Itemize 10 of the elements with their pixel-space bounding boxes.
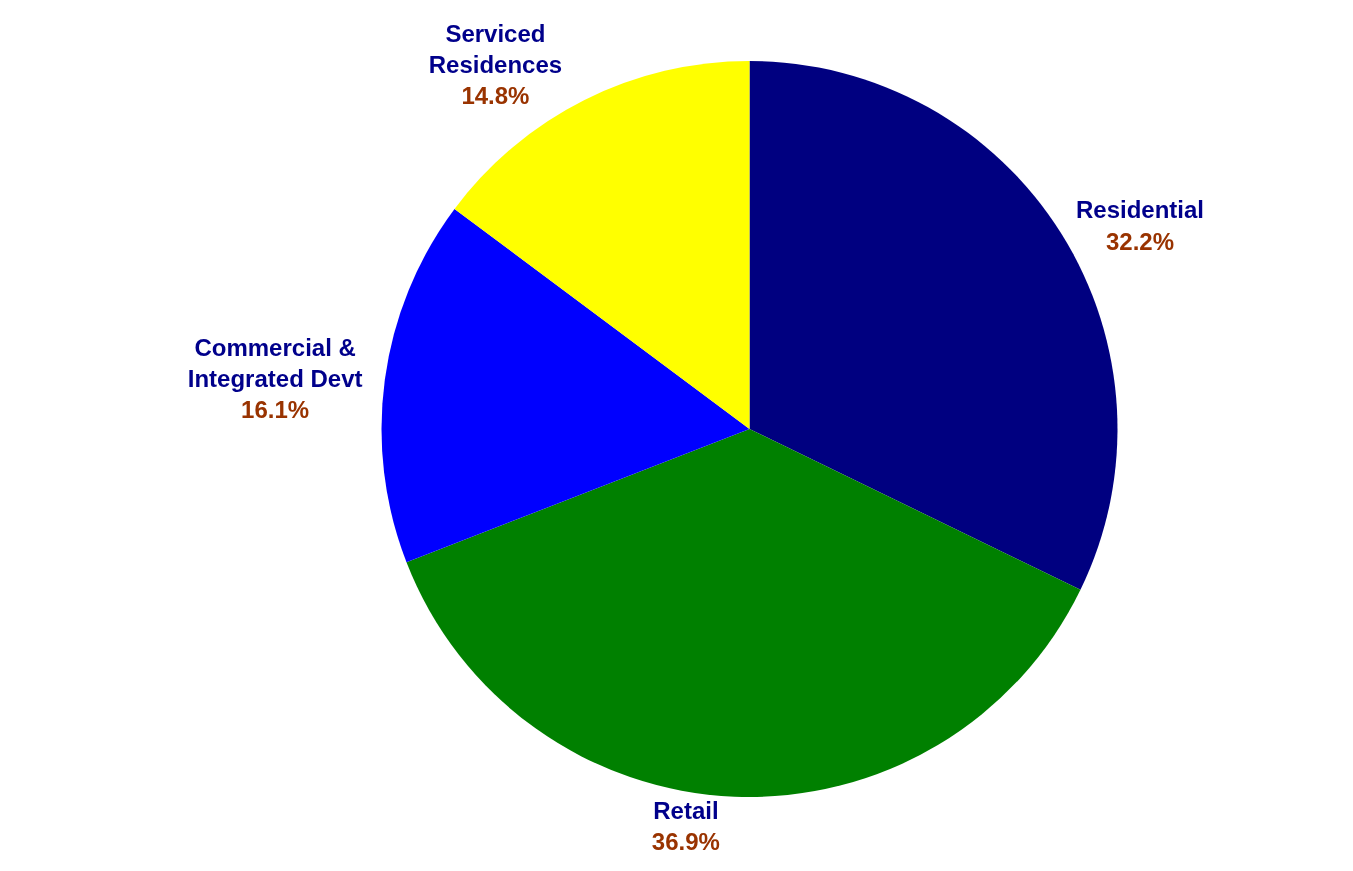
pie-slice: [406, 428, 1081, 797]
data-label: 14.8%: [461, 82, 530, 110]
data-label: 36.9%: [651, 827, 720, 855]
slice-label: Serviced Residences: [428, 19, 563, 78]
data-label: 16.1%: [241, 396, 310, 424]
slice-label: Commercial & Integrated Devt: [187, 333, 363, 393]
slice-label: Residential: [1075, 196, 1205, 224]
slice-label: Retail: [653, 796, 719, 824]
pie-slice: [381, 208, 750, 563]
data-label: 32.2%: [1105, 227, 1175, 255]
